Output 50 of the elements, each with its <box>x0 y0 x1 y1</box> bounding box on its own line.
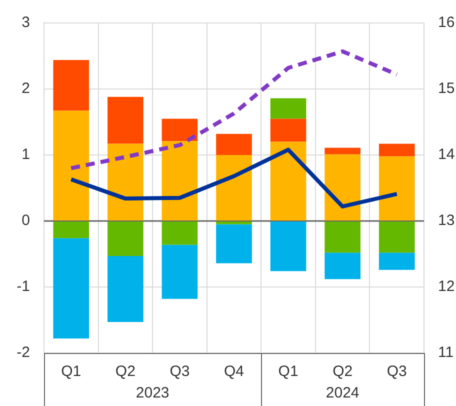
x-tick-label: Q4 <box>224 363 244 380</box>
bar <box>270 222 306 272</box>
bar <box>108 144 144 220</box>
bar <box>162 118 198 142</box>
y-tick-label: 0 <box>22 212 30 230</box>
y2-tick-label: 11 <box>438 344 454 362</box>
y-tick-label: 3 <box>22 14 30 32</box>
x-tick-label: Q3 <box>170 363 190 380</box>
bar <box>53 238 90 338</box>
bar <box>216 222 252 224</box>
y-tick-label: -2 <box>16 344 30 362</box>
bar <box>108 96 144 144</box>
x-tick-label: Q2 <box>115 363 136 380</box>
bar <box>216 134 252 155</box>
y-tick-label: -1 <box>16 278 30 296</box>
bar <box>53 60 90 111</box>
y2-tick-label: 14 <box>438 146 455 164</box>
bar <box>324 154 360 220</box>
y2-tick-label: 16 <box>438 14 455 32</box>
x-tick-label: Q2 <box>332 363 353 380</box>
y2-tick-label: 15 <box>438 80 455 98</box>
bar <box>162 141 198 220</box>
line-series <box>69 49 399 170</box>
bar <box>270 142 306 220</box>
y2-tick-label: 12 <box>438 278 455 296</box>
bar <box>270 98 306 119</box>
bar <box>162 244 198 299</box>
bar <box>378 144 415 156</box>
bar <box>378 252 415 270</box>
bar <box>53 222 90 238</box>
y2-tick-label: 13 <box>438 212 455 230</box>
bar <box>324 148 360 154</box>
bar <box>378 156 415 220</box>
y-tick-label: 1 <box>22 146 30 164</box>
text: 2024 <box>326 384 360 402</box>
x-tick-label: Q1 <box>278 363 298 380</box>
bar <box>216 224 252 264</box>
y-tick-label: 2 <box>22 80 30 98</box>
bar <box>270 118 306 142</box>
bar <box>53 110 90 220</box>
text: 2023 <box>136 384 170 402</box>
bar <box>324 222 360 253</box>
bar <box>108 222 144 256</box>
bar <box>324 252 360 280</box>
bar <box>378 222 415 253</box>
bar <box>162 222 198 245</box>
bar <box>108 256 144 322</box>
bar <box>216 155 252 220</box>
x-tick-label: Q3 <box>386 363 407 380</box>
x-tick-label: Q1 <box>61 363 82 380</box>
